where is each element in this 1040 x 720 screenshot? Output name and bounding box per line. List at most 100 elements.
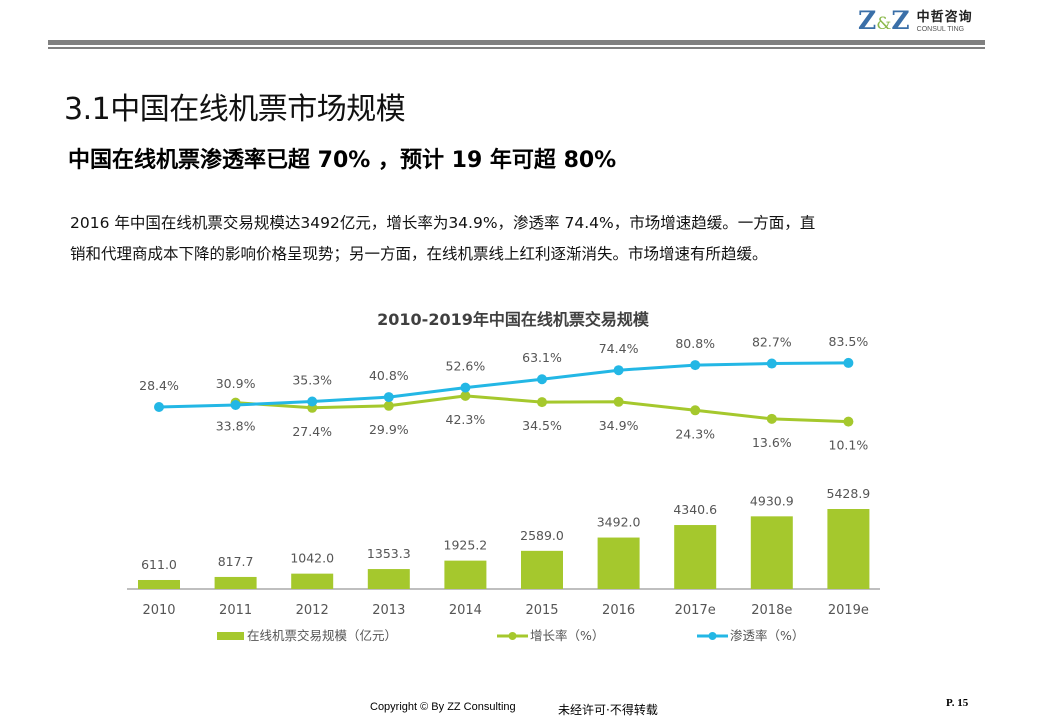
legend-bar-label: 在线机票交易规模（亿元） <box>247 628 397 643</box>
penetration-rate-point-2017e <box>690 360 701 371</box>
bar-value-labels: 611.0 817.7 1042.0 1353.3 1925.2 2589.0 3492.0… <box>141 486 870 572</box>
logo-mark: Z&Z <box>858 5 910 38</box>
penetration-rate-point-2015 <box>537 374 547 385</box>
growth-rate-point-2018e <box>766 413 777 424</box>
growth-label-2012: 27.4% <box>292 424 332 439</box>
penetration-rate-point-2011 <box>230 400 241 410</box>
growth-label-2018e: 13.6% <box>752 435 792 450</box>
chart-legend: 在线机票交易规模（亿元） 增长率（%） 渗透率（%） <box>217 628 804 643</box>
section-title: 3.1中国在线机票市场规模 <box>64 92 406 127</box>
penetration-rate-point-2013 <box>383 392 394 403</box>
penetration-rate-line <box>158 361 849 409</box>
penetration-rate-point-2010 <box>154 402 164 412</box>
body-paragraph: 2016 年中国在线机票交易规模达3492亿元，增长率为34.9%，渗透率 74… <box>70 208 970 270</box>
growth-label-2017e: 24.3% <box>675 426 715 441</box>
x-tick-2015: 2015 <box>525 603 558 618</box>
penetration-rate-point-2014 <box>460 382 471 393</box>
bar-2011 <box>214 576 257 589</box>
bar-2015 <box>521 550 563 589</box>
growth-label-2011: 33.8% <box>216 419 256 434</box>
bar-2018e <box>750 516 793 589</box>
bar-label-2013: 1353.3 <box>367 546 411 561</box>
growth-rate-point-2017e <box>690 405 701 416</box>
penetration-rate-point-2016 <box>613 365 624 376</box>
growth-rate-point-2013 <box>383 400 394 411</box>
body-line-1: 2016 年中国在线机票交易规模达3492亿元，增长率为34.9%，渗透率 74… <box>70 214 816 232</box>
logo-text: 中哲咨询 CONSUL TING <box>917 11 973 33</box>
bar-label-2017e: 4340.6 <box>673 502 717 517</box>
company-logo: Z&Z 中哲咨询 CONSUL TING <box>858 5 973 38</box>
penetration-label-2011: 30.9% <box>216 376 256 391</box>
header-divider-thin <box>48 47 985 49</box>
bar-label-2019e: 5428.9 <box>827 486 871 501</box>
bar-2016 <box>597 537 640 589</box>
bar-2017e <box>674 525 717 589</box>
growth-label-2015: 34.5% <box>522 418 562 433</box>
penetration-label-2017e: 80.8% <box>675 336 715 351</box>
penetration-rate-point-2018e <box>766 358 777 369</box>
bar-label-2011: 817.7 <box>218 554 254 569</box>
bar-label-2012: 1042.0 <box>290 551 334 566</box>
bar-label-2018e: 4930.9 <box>750 493 794 508</box>
bar-label-2016: 3492.0 <box>597 515 641 530</box>
legend-penetration-label: 渗透率（%） <box>730 628 804 643</box>
headline: 中国在线机票渗透率已超 70% ，预计 19 年可超 80% <box>68 148 617 173</box>
logo-z-left: Z <box>858 5 876 35</box>
x-tick-2010: 2010 <box>142 603 175 618</box>
footer-copyright: Copyright © By ZZ Consulting <box>370 701 516 713</box>
penetration-label-2019e: 83.5% <box>829 334 869 349</box>
legend-growth-marker <box>508 632 517 640</box>
header-divider-thick <box>48 40 985 45</box>
growth-rate-labels: 33.8% 27.4% 29.9% 42.3% 34.5% 34.9% 24.3% 13.6%… <box>216 412 869 453</box>
growth-rate-point-2014 <box>460 390 471 401</box>
bar-series <box>138 509 870 589</box>
penetration-label-2012: 35.3% <box>292 372 332 387</box>
bar-label-2010: 611.0 <box>141 557 177 572</box>
logo-chinese-name: 中哲咨询 <box>916 10 973 25</box>
bar-2019e <box>827 509 870 589</box>
x-tick-2019e: 2019e <box>828 603 869 618</box>
bar-2014 <box>444 560 487 589</box>
bar-2013 <box>367 569 410 589</box>
growth-rate-point-2015 <box>537 397 547 408</box>
penetration-rate-point-2012 <box>307 396 318 407</box>
penetration-label-2016: 74.4% <box>599 341 639 356</box>
legend-growth-label: 增长率（%） <box>530 628 604 643</box>
x-tick-labels: 2010 2011 2012 2013 2014 2015 2016 2017e 2018e 20… <box>142 603 868 618</box>
growth-label-2019e: 10.1% <box>829 438 869 453</box>
growth-rate-point-2016 <box>613 396 624 407</box>
x-tick-2011: 2011 <box>219 603 252 618</box>
page-number: P. 15 <box>946 697 969 709</box>
penetration-rate-point-2019e <box>843 357 854 368</box>
penetration-rate-labels: 28.4% 30.9% 35.3% 40.8% 52.6% 63.1% 74.4% 80.8%… <box>139 334 868 393</box>
penetration-label-2010: 28.4% <box>139 378 179 393</box>
penetration-rate-series <box>154 357 854 412</box>
penetration-label-2014: 52.6% <box>446 359 486 374</box>
penetration-label-2018e: 82.7% <box>752 335 792 350</box>
growth-rate-point-2019e <box>843 416 854 427</box>
logo-z-right: Z <box>891 5 909 35</box>
body-line-2: 销和代理商成本下降的影响价格呈现势；另一方面，在线机票线上红利逐渐消失。市场增速… <box>70 245 768 263</box>
growth-label-2013: 29.9% <box>369 422 409 437</box>
x-tick-2014: 2014 <box>449 603 482 618</box>
bar-2012 <box>291 573 334 589</box>
bar-label-2015: 2589.0 <box>520 528 564 543</box>
penetration-label-2013: 40.8% <box>369 368 409 383</box>
x-tick-2016: 2016 <box>602 603 635 618</box>
legend-penetration-marker <box>708 632 717 640</box>
penetration-label-2015: 63.1% <box>522 350 562 365</box>
growth-label-2014: 42.3% <box>446 412 486 427</box>
chart-title: 2010-2019年中国在线机票交易规模 <box>377 310 650 329</box>
bar-label-2014: 1925.2 <box>444 538 488 553</box>
legend-bar-swatch <box>217 632 244 640</box>
x-tick-2018e: 2018e <box>751 603 792 618</box>
x-tick-2017e: 2017e <box>675 603 716 618</box>
growth-label-2016: 34.9% <box>599 418 639 433</box>
bar-2010 <box>138 579 180 589</box>
x-tick-2013: 2013 <box>372 603 405 618</box>
footer-notice: 未经许可·不得转载 <box>558 703 658 717</box>
x-tick-2012: 2012 <box>296 603 329 618</box>
logo-english-name: CONSUL TING <box>916 26 965 33</box>
logo-ampersand: & <box>876 13 891 34</box>
